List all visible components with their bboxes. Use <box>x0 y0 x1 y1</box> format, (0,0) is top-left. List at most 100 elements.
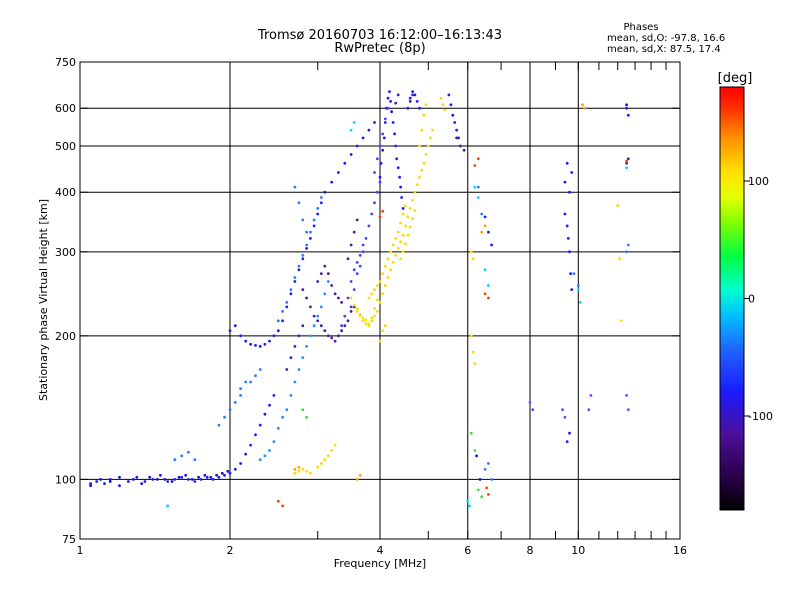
data-point <box>487 462 490 465</box>
data-point <box>305 415 308 419</box>
data-point <box>399 185 402 189</box>
data-point <box>473 185 477 189</box>
data-point <box>301 356 305 359</box>
data-point <box>415 183 419 187</box>
data-point <box>485 486 489 490</box>
data-point <box>381 292 385 296</box>
data-point <box>220 471 224 475</box>
data-point <box>398 175 401 179</box>
data-point <box>305 243 308 247</box>
data-point <box>103 482 106 485</box>
data-point <box>233 401 237 404</box>
data-point <box>95 480 99 483</box>
phase-series <box>337 106 390 338</box>
data-point <box>625 159 628 163</box>
data-point <box>301 288 305 291</box>
data-point <box>305 469 308 473</box>
data-point <box>364 322 368 326</box>
stats-heading: Phases <box>623 22 658 33</box>
data-point <box>418 175 421 179</box>
data-point <box>394 144 398 148</box>
y-tick-labels: 75 100 200 300 400 500 600 750 <box>55 56 76 546</box>
data-point <box>355 307 359 311</box>
data-point <box>305 296 308 300</box>
data-point <box>568 250 571 254</box>
data-point <box>355 478 359 481</box>
data-point <box>159 473 162 477</box>
data-point <box>268 449 271 452</box>
data-point <box>132 478 135 481</box>
data-point <box>404 204 407 208</box>
data-point <box>386 106 390 110</box>
y-tick-label: 750 <box>55 56 76 69</box>
data-point <box>254 344 257 347</box>
data-point <box>418 106 421 110</box>
data-point <box>312 224 316 228</box>
data-point <box>293 471 297 475</box>
phase-series <box>166 121 628 508</box>
data-point <box>411 93 414 97</box>
data-point <box>355 218 359 222</box>
data-point <box>326 272 330 275</box>
data-point <box>346 319 350 323</box>
data-point <box>355 272 359 275</box>
data-point <box>343 314 347 318</box>
data-point <box>483 224 487 228</box>
data-point <box>355 144 359 148</box>
data-point <box>349 280 353 283</box>
data-point <box>276 499 280 503</box>
data-point <box>396 230 400 234</box>
x-tick-label: 10 <box>571 544 585 557</box>
data-point <box>625 394 628 397</box>
data-point <box>301 467 305 471</box>
phase-series <box>349 209 417 326</box>
data-point <box>469 334 473 338</box>
data-point <box>305 345 308 348</box>
data-point <box>441 103 445 107</box>
data-point <box>426 144 430 148</box>
data-point <box>239 334 243 338</box>
data-point <box>126 480 130 483</box>
data-point <box>406 233 410 237</box>
data-point <box>378 215 382 219</box>
data-point <box>396 166 400 170</box>
data-point <box>316 465 320 469</box>
data-point <box>364 237 368 240</box>
data-point <box>226 469 230 473</box>
data-point <box>411 90 414 93</box>
data-point <box>429 136 432 140</box>
data-point <box>309 230 312 234</box>
data-point <box>349 243 353 247</box>
data-point <box>589 394 593 397</box>
data-point <box>408 207 412 210</box>
data-point <box>163 478 167 481</box>
data-point <box>217 475 221 479</box>
data-point <box>476 196 480 199</box>
data-point <box>483 215 487 219</box>
data-point <box>378 180 382 184</box>
data-point <box>323 292 327 296</box>
data-point <box>199 478 203 481</box>
data-point <box>326 280 330 283</box>
data-point <box>375 298 379 302</box>
data-point <box>391 243 395 247</box>
data-point <box>249 342 253 346</box>
data-point <box>258 458 262 462</box>
data-point <box>471 257 475 261</box>
data-point <box>285 301 289 304</box>
data-point <box>383 284 387 287</box>
data-point <box>239 394 243 397</box>
data-point <box>352 303 356 307</box>
data-point <box>330 449 334 452</box>
data-point <box>422 113 426 117</box>
data-point <box>480 212 484 216</box>
data-point <box>373 314 376 318</box>
data-point <box>180 475 184 479</box>
data-point <box>346 296 350 300</box>
data-point <box>148 475 152 479</box>
colorbar-tick-label: -100 <box>748 410 773 423</box>
data-point <box>626 113 630 117</box>
data-point <box>276 426 280 430</box>
data-point <box>420 128 424 132</box>
data-point <box>297 469 301 473</box>
